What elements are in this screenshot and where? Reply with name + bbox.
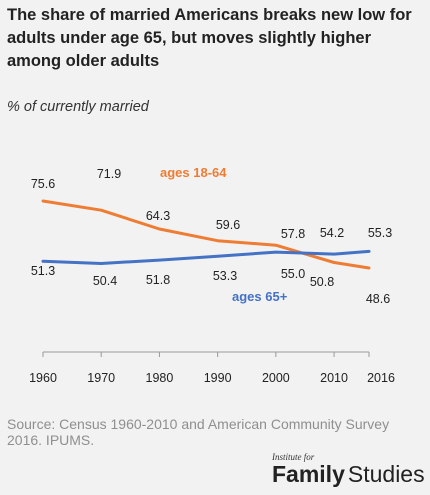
data-label: 64.3: [146, 209, 170, 223]
x-tick-label: 1960: [29, 371, 57, 385]
logo-word-studies: Studies: [347, 461, 425, 487]
data-label: 53.3: [213, 269, 237, 283]
series-label-ages-65-plus: ages 65+: [232, 289, 288, 304]
data-label: 55.0: [281, 267, 305, 281]
x-tick-label: 1970: [87, 371, 115, 385]
x-tick-label: 2000: [262, 371, 290, 385]
data-label: 48.6: [366, 292, 390, 306]
logo-word-family: Family: [272, 461, 345, 487]
logo-tagline: Institute for: [272, 452, 315, 462]
data-label: 50.4: [93, 274, 117, 288]
x-tick-label: 1980: [146, 371, 174, 385]
data-label: 51.3: [31, 264, 55, 278]
source-note: Source: Census 1960-2010 and American Co…: [7, 416, 390, 448]
data-label: 54.2: [320, 226, 344, 240]
series-line-ages-65-plus: [41, 249, 371, 265]
x-tick-label: 1990: [204, 371, 232, 385]
data-label: 55.3: [368, 226, 392, 240]
data-label: 51.8: [146, 273, 170, 287]
chart-title: The share of married Americans breaks ne…: [7, 6, 412, 70]
x-tick-label: 2010: [320, 371, 348, 385]
series-label-ages-18-64: ages 18-64: [160, 165, 227, 180]
data-label: 57.8: [281, 227, 305, 241]
data-label: 59.6: [216, 218, 240, 232]
data-label: 75.6: [31, 177, 55, 191]
family-studies-logo: Family Studies: [272, 461, 425, 488]
x-tick-label: 2016: [367, 371, 395, 385]
chart-subtitle: % of currently married: [7, 99, 149, 115]
data-label: 50.8: [310, 275, 334, 289]
data-label: 71.9: [97, 167, 121, 181]
series-line-ages-18-64: [41, 199, 371, 270]
